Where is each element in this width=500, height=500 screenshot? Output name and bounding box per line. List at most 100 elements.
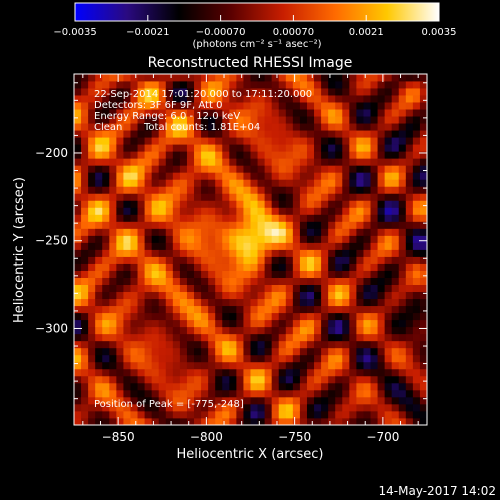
- heatmap-cell: [419, 144, 427, 152]
- heatmap-cell: [391, 74, 400, 82]
- heatmap-cell: [179, 88, 188, 96]
- heatmap-cell: [179, 221, 188, 229]
- heatmap-cell: [194, 403, 202, 412]
- heatmap-cell: [370, 186, 378, 194]
- heatmap-cell: [328, 389, 336, 398]
- heatmap-cell: [109, 214, 117, 222]
- heatmap-cell: [299, 326, 308, 335]
- heatmap-cell: [201, 74, 209, 82]
- heatmap-cell: [215, 235, 223, 243]
- heatmap-cell: [285, 151, 294, 159]
- heatmap-cell: [271, 312, 280, 321]
- heatmap-cell: [391, 326, 400, 335]
- heatmap-cell: [419, 333, 427, 342]
- heatmap-cell: [144, 382, 153, 391]
- heatmap-cell: [222, 235, 230, 243]
- heatmap-cell: [151, 172, 160, 180]
- heatmap-cell: [370, 116, 378, 124]
- heatmap-cell: [130, 270, 138, 278]
- heatmap-cell: [264, 102, 273, 110]
- heatmap-cell: [137, 228, 145, 236]
- heatmap-cell: [328, 137, 336, 145]
- heatmap-cell: [151, 340, 160, 349]
- heatmap-cell: [419, 270, 427, 278]
- heatmap-cell: [144, 200, 153, 208]
- heatmap-cell: [95, 312, 103, 321]
- heatmap-cell: [419, 284, 427, 293]
- heatmap-cell: [172, 151, 181, 159]
- heatmap-cell: [278, 382, 287, 391]
- heatmap-cell: [391, 389, 400, 398]
- heatmap-cell: [102, 403, 110, 412]
- heatmap-cell: [328, 298, 336, 307]
- heatmap-cell: [81, 172, 89, 180]
- heatmap-cell: [264, 375, 273, 384]
- heatmap-cell: [109, 186, 117, 194]
- heatmap-cell: [271, 284, 280, 293]
- heatmap-cell: [109, 333, 117, 342]
- heatmap-cell: [306, 179, 315, 187]
- heatmap-cell: [257, 277, 266, 285]
- heatmap-cell: [137, 193, 145, 201]
- heatmap-cell: [81, 221, 89, 229]
- heatmap-cell: [349, 74, 357, 82]
- heatmap-cell: [314, 130, 322, 138]
- heatmap-cell: [194, 396, 202, 405]
- heatmap-cell: [292, 382, 301, 391]
- heatmap-cell: [391, 312, 400, 321]
- heatmap-cell: [130, 228, 138, 236]
- heatmap-cell: [314, 368, 322, 377]
- heatmap-cell: [335, 417, 343, 425]
- heatmap-cell: [314, 249, 322, 257]
- heatmap-cell: [257, 361, 266, 370]
- heatmap-cell: [412, 256, 421, 264]
- heatmap-cell: [229, 88, 237, 96]
- heatmap-cell: [363, 417, 371, 425]
- heatmap-cell: [278, 361, 287, 370]
- heatmap-cell: [109, 151, 117, 159]
- heatmap-cell: [194, 207, 202, 215]
- heatmap-cell: [271, 347, 280, 356]
- heatmap-cell: [95, 130, 103, 138]
- heatmap-cell: [88, 158, 96, 166]
- heatmap-cell: [158, 193, 167, 201]
- heatmap-cell: [74, 354, 82, 363]
- heatmap-cell: [158, 102, 167, 110]
- heatmap-cell: [377, 214, 386, 222]
- heatmap-cell: [314, 95, 322, 103]
- heatmap-cell: [95, 200, 103, 208]
- heatmap-cell: [95, 228, 103, 236]
- heatmap-cell: [130, 137, 138, 145]
- heatmap-cell: [123, 410, 131, 419]
- heatmap-cell: [356, 382, 364, 391]
- heatmap-cell: [335, 200, 343, 208]
- heatmap-cell: [363, 165, 371, 173]
- heatmap-cell: [335, 403, 343, 412]
- heatmap-cell: [130, 165, 138, 173]
- heatmap-cell: [229, 312, 237, 321]
- heatmap-cell: [236, 81, 244, 89]
- heatmap-cell: [151, 144, 160, 152]
- heatmap-cell: [243, 116, 251, 124]
- heatmap-cell: [130, 305, 138, 314]
- heatmap-cell: [137, 354, 145, 363]
- heatmap-cell: [144, 389, 153, 398]
- heatmap-cell: [349, 263, 357, 271]
- heatmap-cell: [356, 417, 364, 425]
- heatmap-cell: [271, 165, 280, 173]
- heatmap-cell: [370, 291, 378, 300]
- heatmap-cell: [398, 74, 407, 82]
- heatmap-cell: [419, 410, 427, 419]
- heatmap-cell: [349, 228, 357, 236]
- heatmap-cell: [257, 165, 266, 173]
- heatmap-cell: [363, 277, 371, 285]
- x-tick-label: −700: [366, 430, 399, 444]
- heatmap-cell: [391, 417, 400, 425]
- heatmap-cell: [398, 368, 407, 377]
- heatmap-cell: [342, 256, 350, 264]
- heatmap-cell: [314, 382, 322, 391]
- heatmap-cell: [165, 277, 174, 285]
- heatmap-cell: [208, 291, 216, 300]
- heatmap-cell: [137, 347, 145, 356]
- heatmap-cell: [229, 179, 237, 187]
